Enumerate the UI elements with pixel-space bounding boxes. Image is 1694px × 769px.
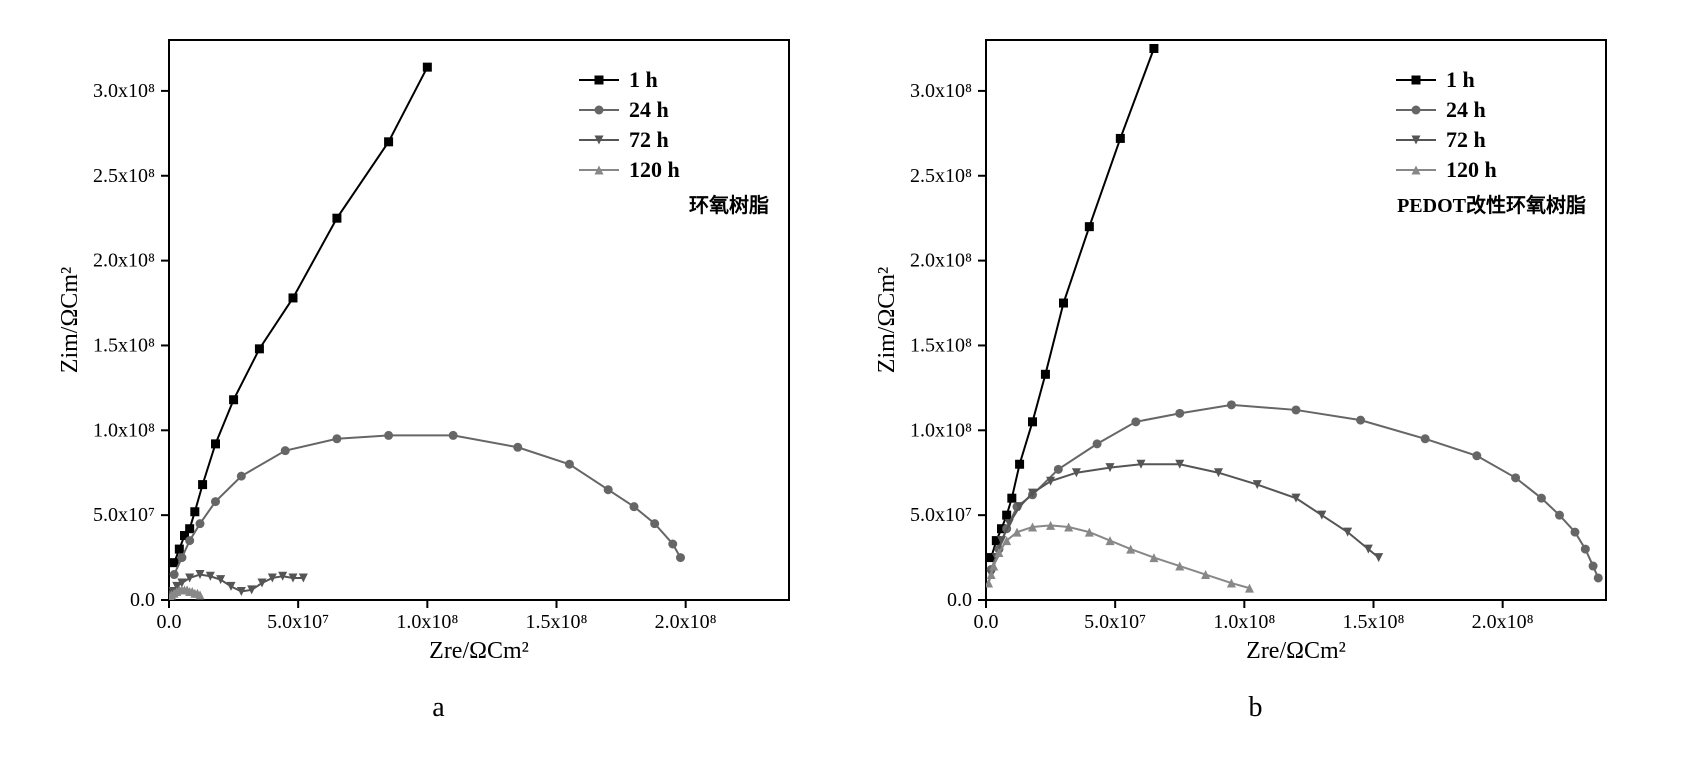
svg-text:0.0: 0.0 — [156, 611, 181, 633]
svg-text:2.5x10⁸: 2.5x10⁸ — [910, 165, 972, 187]
svg-text:120 h: 120 h — [1446, 157, 1497, 182]
svg-text:0.0: 0.0 — [130, 589, 155, 611]
svg-text:72 h: 72 h — [629, 127, 669, 152]
svg-text:72 h: 72 h — [1446, 127, 1486, 152]
svg-text:1.5x10⁸: 1.5x10⁸ — [93, 334, 155, 356]
svg-text:120 h: 120 h — [629, 157, 680, 182]
svg-text:1 h: 1 h — [629, 67, 658, 92]
svg-text:Zim/ΩCm²: Zim/ΩCm² — [874, 267, 900, 373]
svg-text:3.0x10⁸: 3.0x10⁸ — [910, 80, 972, 102]
panel-b-sublabel: b — [1249, 692, 1263, 724]
svg-text:Zre/ΩCm²: Zre/ΩCm² — [429, 638, 529, 664]
svg-text:Zre/ΩCm²: Zre/ΩCm² — [1246, 638, 1346, 664]
svg-text:24 h: 24 h — [1446, 97, 1486, 122]
svg-text:2.5x10⁸: 2.5x10⁸ — [93, 165, 155, 187]
svg-text:2.0x10⁸: 2.0x10⁸ — [910, 250, 972, 272]
panel-a: 0.0 5.0x10⁷ 1.0x10⁸ 1.5x10⁸ 2.0x10⁸ 0.0 5.0x10… — [49, 20, 829, 724]
svg-text:2.0x10⁸: 2.0x10⁸ — [654, 611, 716, 633]
svg-text:0.0: 0.0 — [947, 589, 972, 611]
svg-text:1.0x10⁸: 1.0x10⁸ — [396, 611, 458, 633]
svg-text:1.0x10⁸: 1.0x10⁸ — [93, 419, 155, 441]
svg-text:5.0x10⁷: 5.0x10⁷ — [1084, 611, 1146, 633]
panel-a-sublabel: a — [432, 692, 444, 724]
svg-text:3.0x10⁸: 3.0x10⁸ — [93, 80, 155, 102]
svg-text:1 h: 1 h — [1446, 67, 1475, 92]
svg-text:5.0x10⁷: 5.0x10⁷ — [93, 504, 155, 526]
svg-text:5.0x10⁷: 5.0x10⁷ — [267, 611, 329, 633]
svg-text:1.5x10⁸: 1.5x10⁸ — [910, 334, 972, 356]
svg-text:1.0x10⁸: 1.0x10⁸ — [910, 419, 972, 441]
svg-text:2.0x10⁸: 2.0x10⁸ — [93, 250, 155, 272]
svg-text:Zim/ΩCm²: Zim/ΩCm² — [57, 267, 83, 373]
svg-text:1.5x10⁸: 1.5x10⁸ — [525, 611, 587, 633]
svg-text:0.0: 0.0 — [973, 611, 998, 633]
svg-text:24 h: 24 h — [629, 97, 669, 122]
panel-b: 0.0 5.0x10⁷ 1.0x10⁸ 1.5x10⁸ 2.0x10⁸ 0.0 5.0x10… — [866, 20, 1646, 724]
svg-text:1.5x10⁸: 1.5x10⁸ — [1342, 611, 1404, 633]
svg-text:2.0x10⁸: 2.0x10⁸ — [1471, 611, 1533, 633]
chart-a: 0.0 5.0x10⁷ 1.0x10⁸ 1.5x10⁸ 2.0x10⁸ 0.0 5.0x10… — [49, 20, 829, 680]
svg-text:环氧树脂: 环氧树脂 — [689, 193, 769, 217]
chart-b: 0.0 5.0x10⁷ 1.0x10⁸ 1.5x10⁸ 2.0x10⁸ 0.0 5.0x10… — [866, 20, 1646, 680]
svg-text:1.0x10⁸: 1.0x10⁸ — [1213, 611, 1275, 633]
svg-text:PEDOT改性环氧树脂: PEDOT改性环氧树脂 — [1397, 193, 1586, 217]
svg-text:5.0x10⁷: 5.0x10⁷ — [910, 504, 972, 526]
